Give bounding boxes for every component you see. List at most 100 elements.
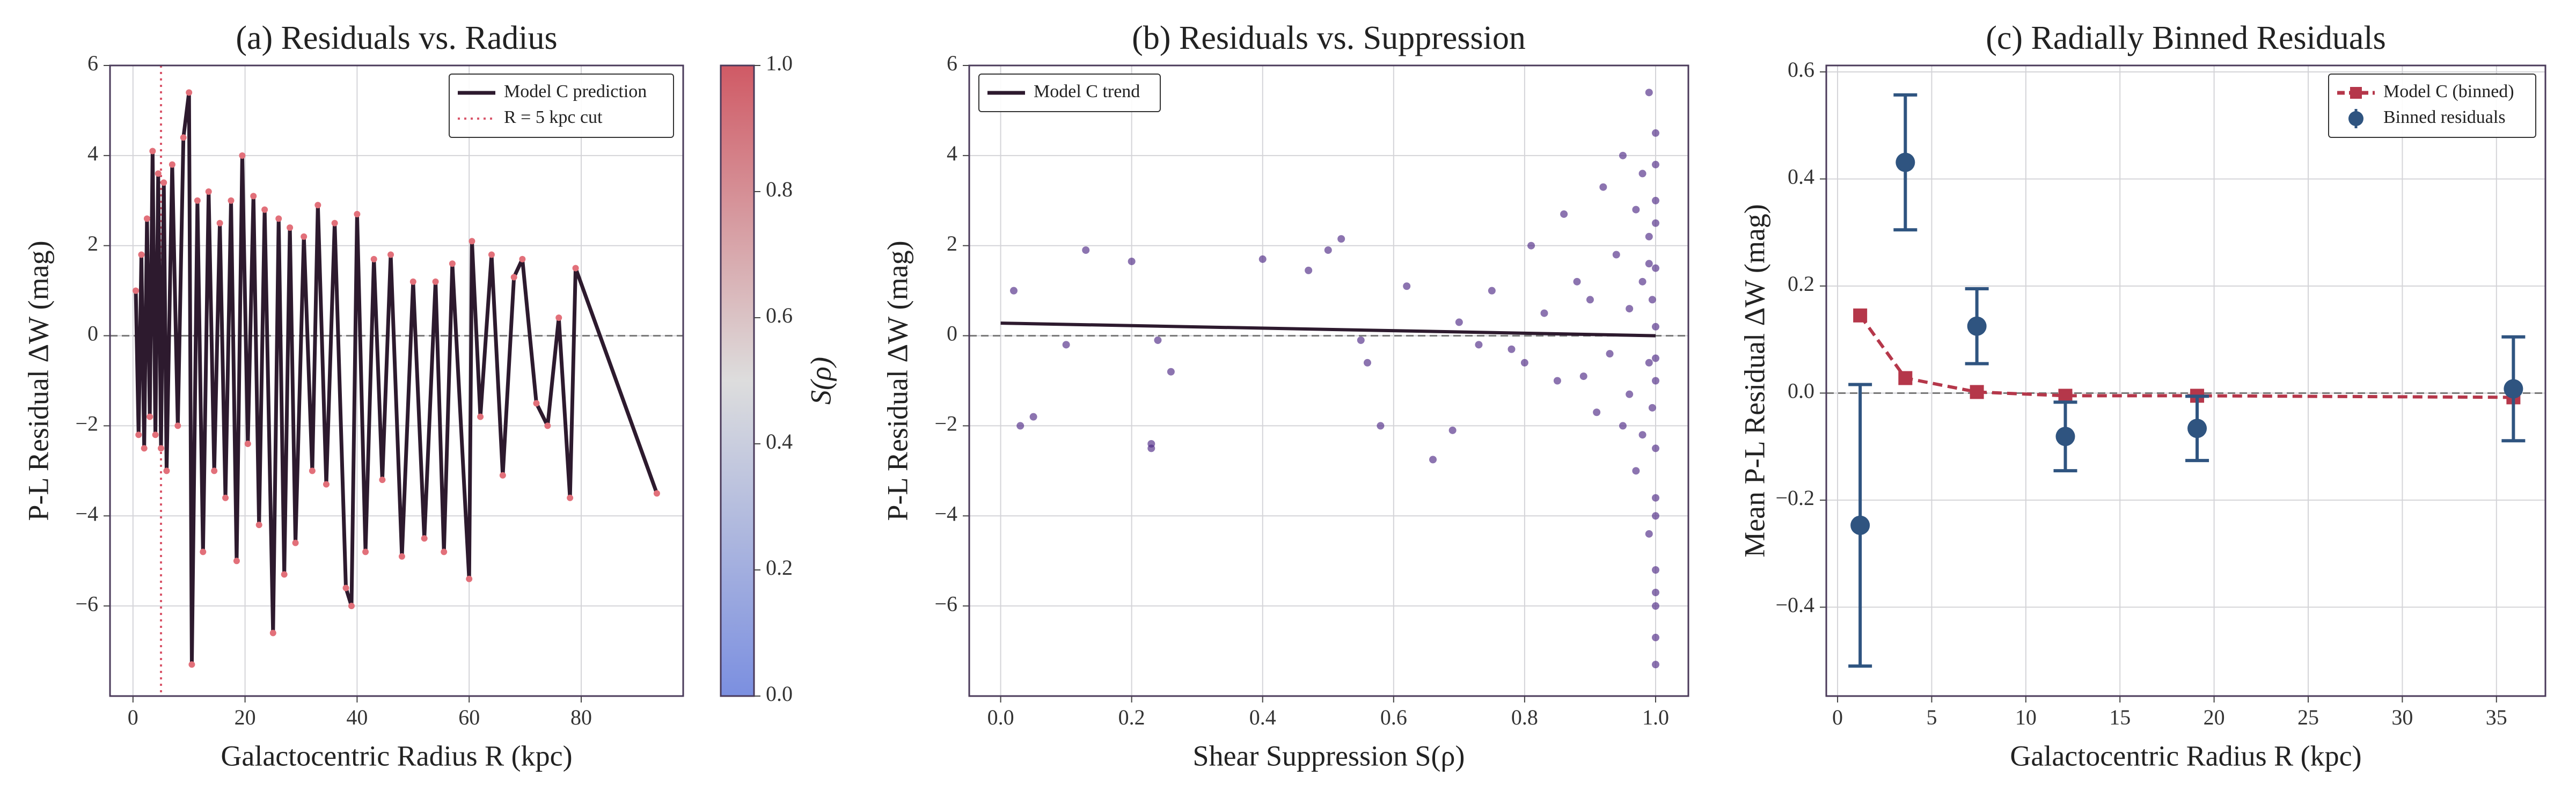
point xyxy=(1651,377,1659,385)
marker xyxy=(309,467,316,474)
marker xyxy=(432,278,439,285)
point xyxy=(1082,246,1090,254)
point xyxy=(1429,456,1437,464)
point xyxy=(1967,316,1987,336)
point xyxy=(1560,210,1568,218)
marker xyxy=(287,224,294,231)
point xyxy=(1258,255,1267,263)
point xyxy=(1167,368,1175,376)
plot-area xyxy=(110,65,683,696)
y-tick-label: −2 xyxy=(934,412,957,436)
marker xyxy=(147,413,153,420)
x-tick-label: 80 xyxy=(570,705,592,729)
marker xyxy=(1898,371,1913,385)
marker xyxy=(186,89,193,96)
marker xyxy=(155,170,162,177)
y-tick-label: −6 xyxy=(75,591,98,616)
marker xyxy=(152,431,159,438)
y-axis-label: P-L Residual ΔW (mag) xyxy=(22,240,54,521)
point xyxy=(1632,206,1640,214)
marker xyxy=(653,490,660,497)
point xyxy=(1507,345,1516,353)
point xyxy=(1651,264,1659,272)
marker xyxy=(255,522,262,529)
marker xyxy=(342,584,349,591)
point xyxy=(1651,602,1659,610)
y-tick-label: −0.4 xyxy=(1775,593,1814,617)
legend-label: Model C prediction xyxy=(504,82,647,101)
x-tick-label: 35 xyxy=(2486,705,2507,729)
point xyxy=(1403,282,1411,290)
marker xyxy=(216,219,223,226)
point xyxy=(1651,160,1659,169)
x-tick-label: 15 xyxy=(2109,705,2131,729)
marker xyxy=(261,206,268,213)
legend-box xyxy=(449,74,674,138)
y-tick-label: 6 xyxy=(87,51,98,75)
point xyxy=(1448,426,1457,434)
y-axis-label: P-L Residual ΔW (mag) xyxy=(881,240,913,521)
point xyxy=(1016,422,1024,430)
x-tick-label: 30 xyxy=(2391,705,2413,729)
point xyxy=(1896,152,1915,172)
y-tick-label: 2 xyxy=(947,231,957,255)
point xyxy=(1009,287,1018,295)
chart-title: (b) Residuals vs. Suppression xyxy=(1132,20,1526,56)
marker xyxy=(421,535,428,542)
marker xyxy=(149,148,156,155)
point xyxy=(1648,404,1656,412)
point xyxy=(1619,151,1627,159)
point xyxy=(1638,431,1646,439)
x-tick-label: 20 xyxy=(235,705,256,729)
marker xyxy=(572,265,579,272)
marker xyxy=(379,477,386,484)
point xyxy=(1651,219,1659,227)
marker xyxy=(409,278,416,285)
y-tick-label: 0.4 xyxy=(1788,165,1814,189)
colorbar-tick-label: 0.8 xyxy=(766,177,793,201)
marker xyxy=(281,571,288,578)
point xyxy=(1648,296,1656,304)
colorbar-tick-label: 0.4 xyxy=(766,429,793,453)
point xyxy=(1128,258,1136,266)
marker xyxy=(1853,308,1868,323)
marker xyxy=(250,193,257,200)
marker xyxy=(555,314,562,321)
marker xyxy=(348,603,355,610)
point xyxy=(1324,246,1332,254)
y-tick-label: 4 xyxy=(947,141,957,165)
x-tick-label: 1.0 xyxy=(1642,705,1669,729)
point xyxy=(1645,358,1653,367)
marker xyxy=(510,274,517,281)
colorbar-tick-label: 0.2 xyxy=(766,555,793,580)
point xyxy=(1651,494,1659,502)
marker xyxy=(239,152,246,159)
x-tick-label: 0.8 xyxy=(1511,705,1538,729)
point xyxy=(1455,318,1463,326)
legend-label: Model C trend xyxy=(1034,82,1140,101)
legend: Model C (binned) Binned residuals xyxy=(2328,74,2536,138)
marker xyxy=(158,445,165,452)
point xyxy=(1527,241,1535,250)
x-tick-label: 0.2 xyxy=(1118,705,1145,729)
marker xyxy=(188,661,195,668)
marker xyxy=(488,251,495,258)
legend-box xyxy=(978,74,1161,112)
marker xyxy=(469,238,475,245)
point xyxy=(1651,512,1659,520)
point xyxy=(1638,277,1646,286)
y-tick-label: −4 xyxy=(934,501,957,525)
series-line xyxy=(1000,321,1656,338)
marker xyxy=(135,431,142,438)
marker xyxy=(222,494,229,501)
colorbar-tick-label: 0.0 xyxy=(766,682,793,706)
legend-label: Model C (binned) xyxy=(2383,82,2514,101)
colorbar-tick-label: 1.0 xyxy=(766,51,793,75)
point xyxy=(1651,354,1659,362)
point xyxy=(1645,89,1653,97)
point xyxy=(1651,444,1659,452)
marker xyxy=(228,197,235,204)
marker xyxy=(292,539,299,546)
point xyxy=(2187,419,2207,438)
marker xyxy=(567,494,574,501)
